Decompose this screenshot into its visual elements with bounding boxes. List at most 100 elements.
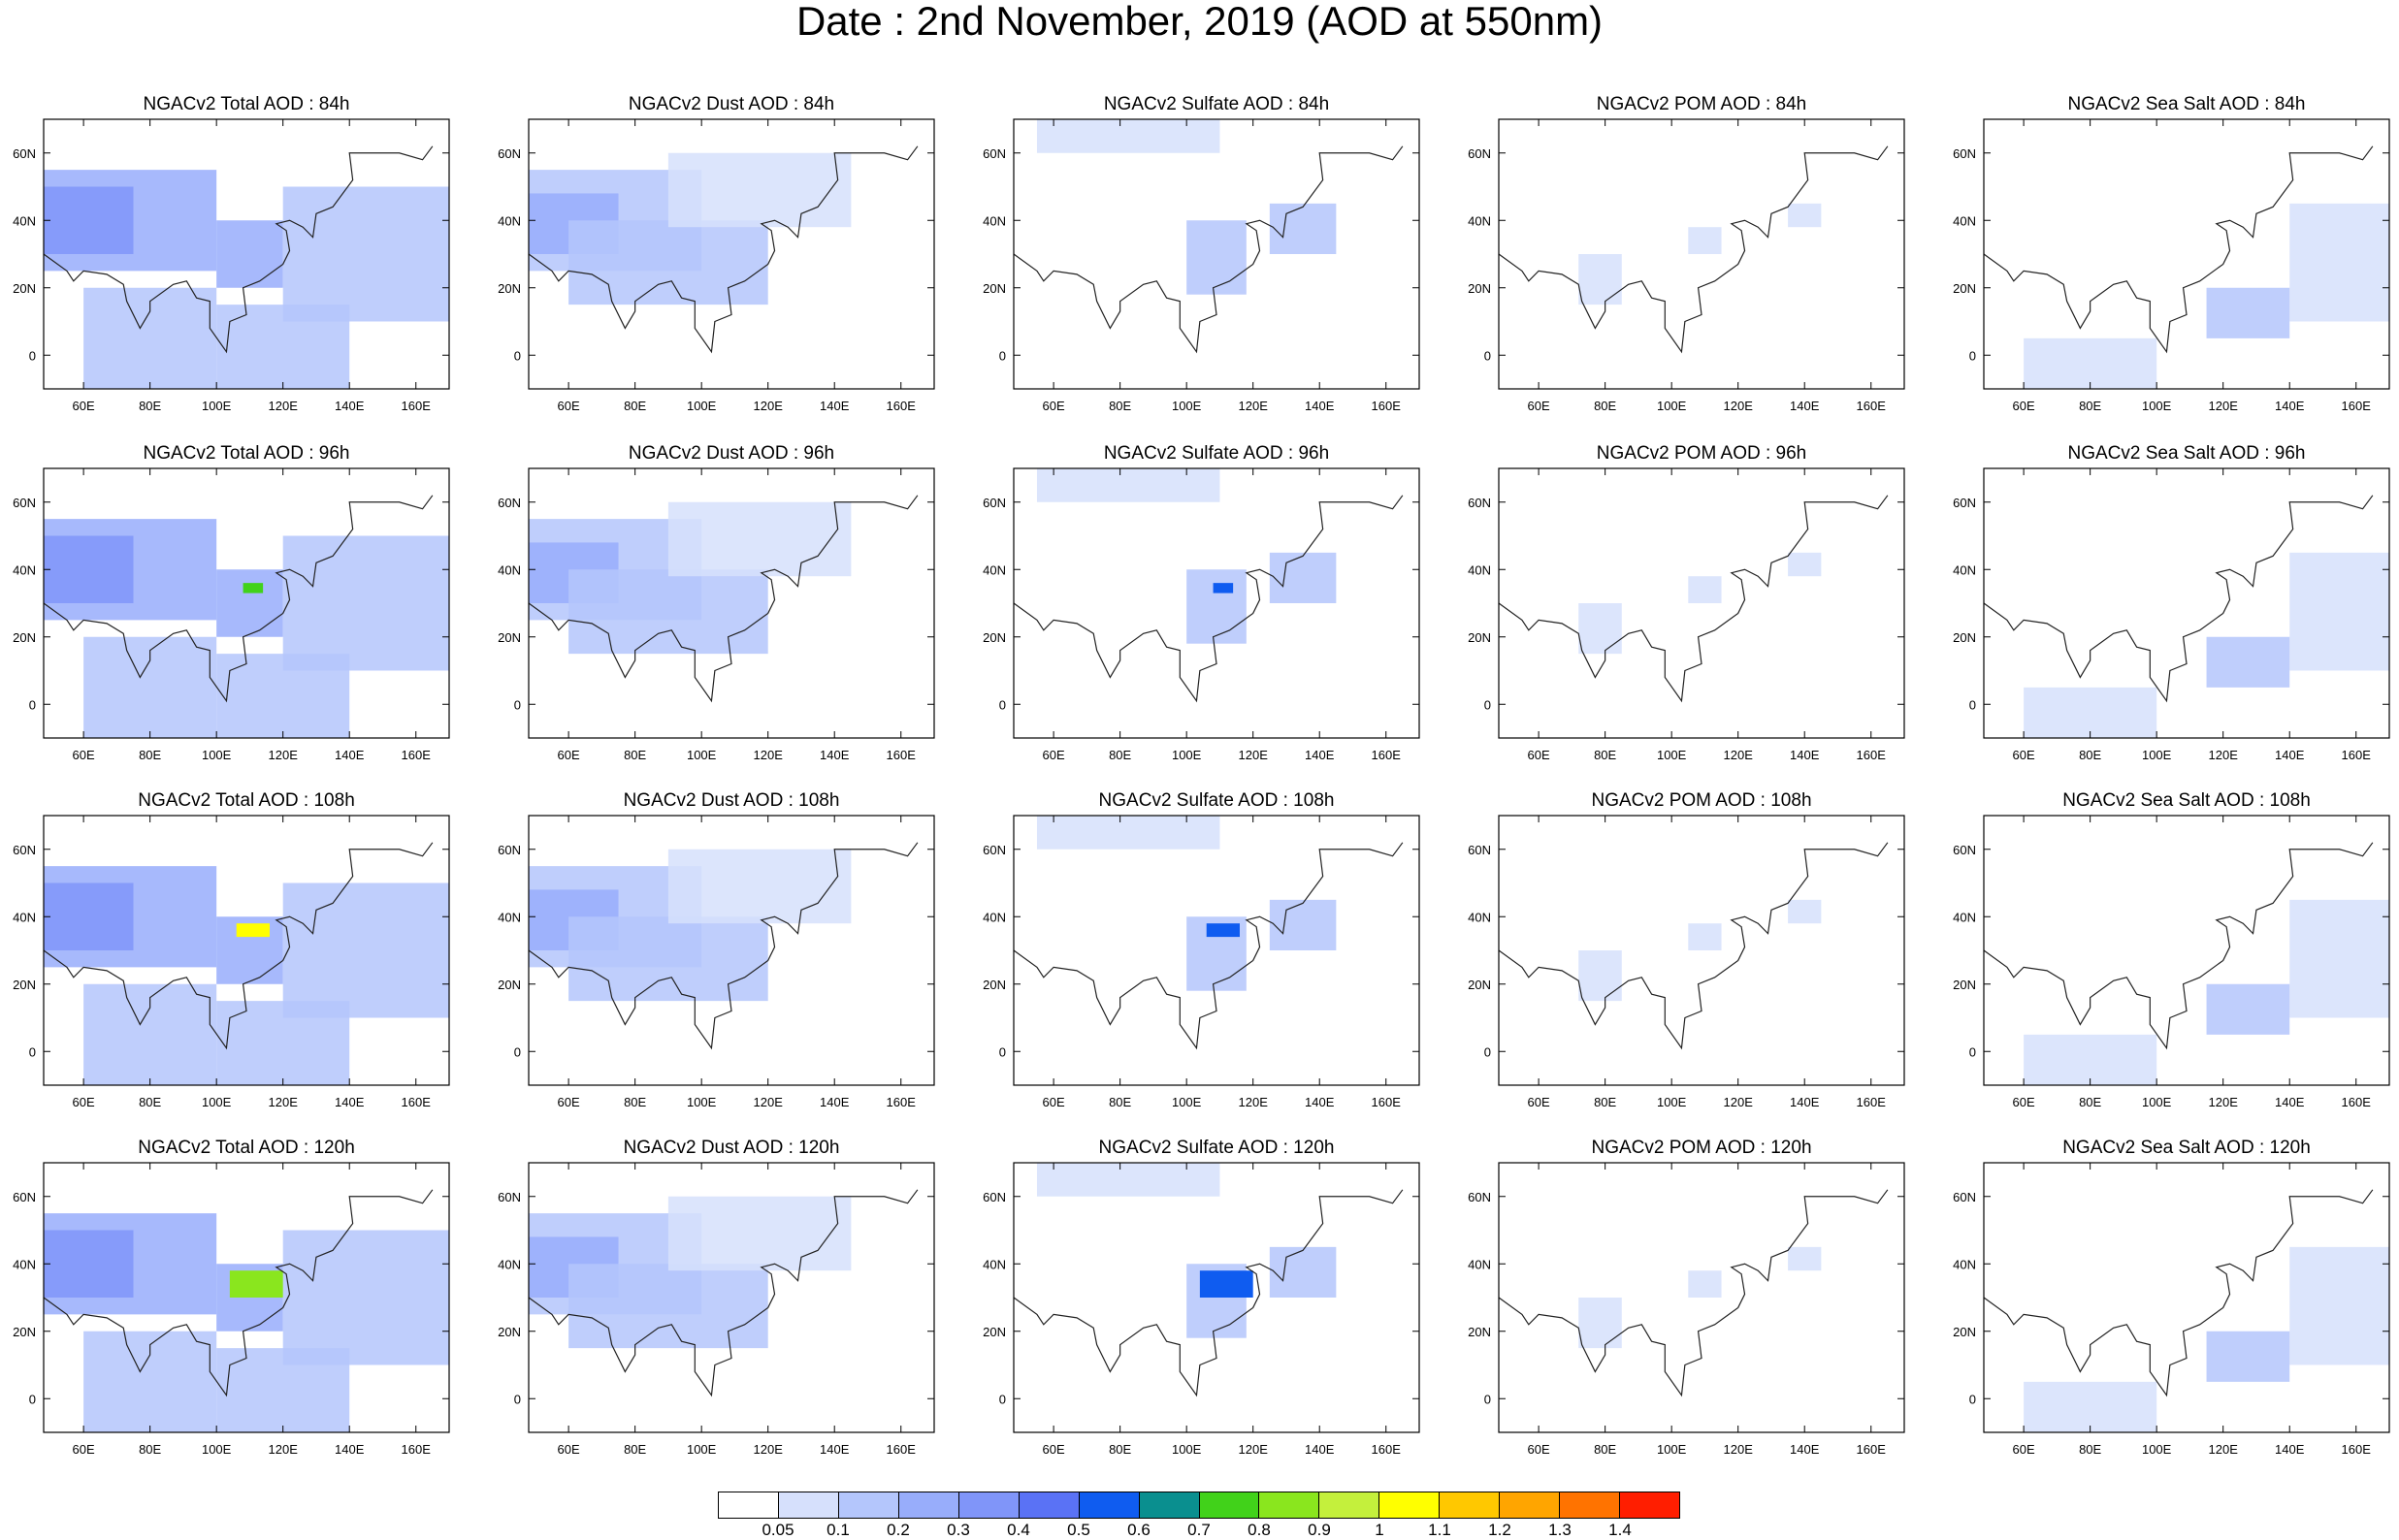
lon-tick-label: 100E: [202, 399, 232, 413]
lon-tick-label: 120E: [2209, 1442, 2239, 1457]
coastline: [43, 145, 434, 354]
lon-tick-label: 80E: [2079, 1442, 2101, 1457]
map-frame: [1983, 815, 2390, 1086]
panel-title: NGACv2 Total AOD : 96h: [144, 443, 350, 464]
coastline: [528, 1189, 919, 1397]
colorbar-box: [778, 1492, 839, 1518]
lat-tick-label: 40N: [1468, 910, 1491, 924]
aod-field-patch: [1186, 569, 1247, 644]
lat-tick-label: 20N: [498, 281, 521, 296]
lon-tick-label: 60E: [2013, 748, 2035, 762]
lon-tick-label: 140E: [2275, 1442, 2305, 1457]
panel-title: NGACv2 Total AOD : 108h: [138, 790, 355, 811]
panel-title: NGACv2 POM AOD : 108h: [1591, 790, 1811, 811]
lon-tick-label: 120E: [2209, 399, 2239, 413]
lat-tick-label: 60N: [498, 1190, 521, 1204]
colorbar-labels: 0.05 0.1 0.2 0.3 0.4 0.5 0.6 0.7 0.8 0.9 1 1.1 1.2 1.…: [0, 1521, 2399, 1540]
lon-tick-label: 100E: [2142, 748, 2172, 762]
colorbar-label: 1.2: [1488, 1521, 1511, 1539]
panel-title: NGACv2 Dust AOD : 120h: [624, 1138, 840, 1158]
panel-title: NGACv2 Total AOD : 120h: [138, 1138, 355, 1158]
lon-tick-label: 140E: [1305, 1442, 1335, 1457]
lon-tick-label: 140E: [1305, 748, 1335, 762]
colorbar-label: 0.5: [1067, 1521, 1090, 1539]
map-frame: [1498, 1162, 1905, 1433]
lat-tick-label: 60N: [1468, 1190, 1491, 1204]
lon-tick-label: 120E: [754, 399, 784, 413]
coastline: [1013, 145, 1404, 354]
lat-tick-label: 20N: [1953, 281, 1976, 296]
lon-tick-label: 140E: [2275, 748, 2305, 762]
coastline: [1983, 495, 2374, 703]
aod-field-patch: [1788, 552, 1822, 577]
lat-tick-label: 40N: [1953, 910, 1976, 924]
colorbar-box: [958, 1492, 1020, 1518]
lat-tick-label: 60N: [13, 146, 36, 161]
aod-field-patch: [216, 569, 283, 637]
aod-field-patch: [1788, 1246, 1822, 1271]
lon-tick-label: 160E: [887, 1095, 917, 1109]
aod-field-patch: [282, 882, 449, 1018]
colorbar: [718, 1492, 1680, 1519]
lat-tick-label: 0: [999, 1044, 1006, 1059]
lat-tick-label: 0: [29, 348, 36, 363]
panel-title: NGACv2 POM AOD : 120h: [1591, 1138, 1811, 1158]
lon-tick-label: 60E: [2013, 399, 2035, 413]
lon-tick-label: 80E: [139, 1442, 161, 1457]
map-frame: [528, 1162, 935, 1433]
aod-field-patch: [2289, 552, 2389, 671]
lat-tick-label: 20N: [983, 1325, 1006, 1339]
lat-tick-label: 60N: [1468, 843, 1491, 857]
lon-tick-label: 80E: [2079, 1095, 2101, 1109]
lon-tick-label: 120E: [1724, 1442, 1754, 1457]
lon-tick-label: 80E: [1109, 1442, 1131, 1457]
lon-tick-label: 80E: [624, 748, 646, 762]
lat-tick-label: 20N: [13, 281, 36, 296]
panel-title: NGACv2 Sea Salt AOD : 120h: [2062, 1138, 2311, 1158]
map-frame: [1983, 118, 2390, 390]
colorbar-label: 0.4: [1007, 1521, 1030, 1539]
lat-tick-label: 60N: [1953, 843, 1976, 857]
lon-tick-label: 60E: [1043, 748, 1065, 762]
lat-tick-label: 20N: [1468, 281, 1491, 296]
lat-tick-label: 20N: [498, 630, 521, 645]
lat-tick-label: 40N: [983, 1257, 1006, 1271]
lat-tick-label: 20N: [498, 1325, 521, 1339]
map-frame: [1013, 467, 1420, 739]
coastline: [1498, 495, 1889, 703]
colorbar-label: 0.2: [887, 1521, 910, 1539]
aod-hotspot: [1199, 1270, 1253, 1298]
lat-tick-label: 40N: [983, 562, 1006, 577]
lat-tick-label: 0: [514, 1392, 521, 1406]
lon-tick-label: 160E: [2342, 1095, 2372, 1109]
aod-field-patch: [1788, 899, 1822, 924]
lat-tick-label: 0: [514, 1044, 521, 1059]
lat-tick-label: 0: [1969, 348, 1976, 363]
aod-field-patch: [2024, 1034, 2157, 1085]
lon-tick-label: 160E: [1857, 748, 1887, 762]
lon-tick-label: 140E: [820, 1442, 850, 1457]
lon-tick-label: 100E: [687, 748, 717, 762]
lat-tick-label: 40N: [498, 1257, 521, 1271]
map-panel: NGACv2 POM AOD : 120h 60E 80E 100E 120E 140E 1…: [1468, 1138, 1905, 1457]
colorbar-box: [1620, 1492, 1679, 1518]
colorbar-box: [1560, 1492, 1621, 1518]
lon-tick-label: 60E: [558, 399, 580, 413]
lon-tick-label: 60E: [73, 1095, 95, 1109]
lon-tick-label: 160E: [402, 748, 432, 762]
lat-tick-label: 60N: [1953, 1190, 1976, 1204]
coastline: [1013, 495, 1404, 703]
panel-title: NGACv2 Sulfate AOD : 108h: [1099, 790, 1335, 811]
lon-tick-label: 100E: [202, 1442, 232, 1457]
lon-tick-label: 60E: [1043, 1442, 1065, 1457]
map-panel: NGACv2 Sea Salt AOD : 96h 60E 80E 100E 120E 1…: [1953, 443, 2390, 762]
map-panel: NGACv2 Dust AOD : 96h 60E 80E 100E 120E 140E 1…: [498, 443, 935, 762]
lon-tick-label: 60E: [2013, 1442, 2035, 1457]
aod-field-patch: [667, 849, 852, 924]
colorbar-label: 1.1: [1428, 1521, 1451, 1539]
aod-field-patch: [1578, 1298, 1622, 1349]
lon-tick-label: 140E: [1790, 1442, 1820, 1457]
lat-tick-label: 40N: [13, 562, 36, 577]
lat-tick-label: 0: [999, 348, 1006, 363]
lat-tick-label: 40N: [1953, 562, 1976, 577]
